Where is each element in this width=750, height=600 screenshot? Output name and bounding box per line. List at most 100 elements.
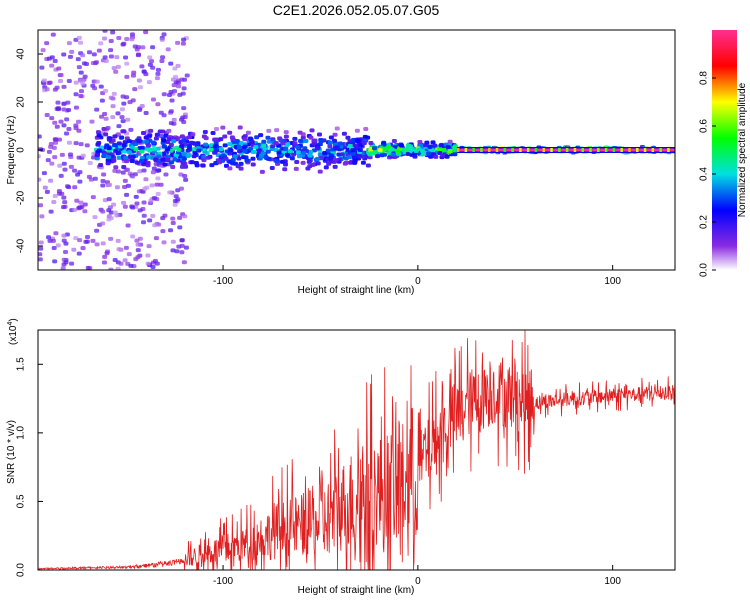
- spectrogram-cell: [339, 152, 345, 157]
- spectrogram-cell: [102, 30, 108, 33]
- spectrogram-cell: [90, 238, 96, 243]
- spectrogram-ytick-label: -20: [16, 190, 27, 205]
- colorbar-tick-label: 0.6: [699, 119, 710, 133]
- spectrogram-cell: [432, 143, 438, 148]
- spectrogram-cell: [348, 160, 354, 165]
- spectrogram-cell: [103, 88, 109, 93]
- spectrogram-cell: [122, 178, 128, 183]
- spectrogram-cell: [139, 145, 145, 150]
- spectrogram-cell: [464, 148, 468, 152]
- spectrogram-cell: [168, 109, 174, 114]
- spectrogram-cell: [519, 148, 522, 152]
- spectrogram-cell: [84, 143, 90, 148]
- spectrogram-cell: [106, 146, 112, 151]
- spectrogram-cell: [315, 161, 321, 166]
- spectrogram-cell: [66, 140, 72, 145]
- spectrogram-cell: [282, 159, 288, 164]
- spectrogram-cell: [181, 138, 187, 143]
- spectrogram-cell: [108, 95, 114, 100]
- spectrogram-cell: [651, 148, 655, 152]
- spectrogram-cell: [139, 103, 145, 108]
- spectrogram-cell: [66, 185, 72, 190]
- spectrogram-cell: [227, 142, 233, 147]
- spectrogram-cell: [316, 132, 322, 137]
- spectrogram-cell: [110, 30, 116, 35]
- spectrogram-cell: [168, 61, 174, 66]
- spectrogram-cell: [273, 158, 279, 163]
- spectrogram-cell: [158, 133, 164, 138]
- spectrogram-cell: [80, 245, 86, 250]
- spectrogram-cell: [171, 117, 177, 122]
- spectrogram-cell: [132, 44, 138, 49]
- spectrogram-cell: [73, 105, 79, 110]
- spectrogram-cell: [172, 66, 178, 71]
- spectrogram-cell: [121, 129, 127, 134]
- spectrogram-cell: [222, 134, 228, 139]
- spectrogram-cell: [125, 117, 131, 122]
- spectrogram-cell: [190, 132, 196, 137]
- spectrogram-cell: [390, 152, 396, 157]
- spectrogram-cell: [351, 137, 357, 142]
- spectrogram-cell: [130, 98, 136, 103]
- spectrogram-cell: [61, 123, 67, 128]
- spectrogram-cell: [119, 115, 125, 120]
- spectrogram-cell: [73, 92, 79, 97]
- spectrogram-cell: [141, 168, 147, 173]
- spectrogram-cell: [108, 38, 114, 43]
- spectrogram-cell: [150, 65, 156, 70]
- spectrogram-cell: [74, 198, 80, 203]
- spectrogram-cell: [92, 176, 98, 181]
- spectrogram-cell: [116, 141, 122, 146]
- spectrogram-cell: [63, 241, 69, 246]
- spectrogram-cell: [100, 209, 106, 214]
- spectrogram-cell: [149, 183, 155, 188]
- spectrogram-cell: [369, 151, 375, 156]
- spectrogram-cell: [47, 80, 53, 85]
- spectrogram-cell: [49, 116, 55, 121]
- spectrogram-cell: [275, 161, 281, 166]
- spectrogram-cell: [175, 40, 181, 45]
- spectrogram-cell: [124, 74, 130, 79]
- spectrogram-cell: [179, 143, 185, 148]
- spectrogram-cell: [487, 148, 491, 152]
- spectrogram-cell: [98, 41, 104, 46]
- spectrogram-cell: [56, 189, 62, 194]
- spectrogram-cell: [98, 84, 104, 89]
- spectrogram-cell: [350, 151, 356, 156]
- spectrogram-cell: [133, 257, 139, 262]
- spectrogram-cell: [213, 137, 219, 142]
- spectrogram-cell: [58, 79, 64, 84]
- spectrogram-cell: [122, 185, 128, 190]
- spectrogram-cell: [160, 129, 166, 134]
- spectrogram-cell: [66, 78, 72, 83]
- spectrogram-cell: [172, 157, 178, 162]
- spectrogram-cell: [78, 142, 84, 147]
- spectrogram-cell: [111, 202, 117, 207]
- spectrogram-cell: [315, 146, 321, 151]
- spectrogram-cell: [260, 151, 266, 156]
- snr-ytick-label: 1.5: [16, 357, 27, 371]
- spectrogram-cell: [80, 53, 86, 58]
- spectrogram-cell: [63, 249, 69, 254]
- spectrogram-cell: [116, 36, 122, 41]
- spectrogram-cell: [201, 155, 207, 160]
- spectrogram-cell: [83, 62, 89, 67]
- spectrogram-cell: [38, 252, 43, 257]
- spectrogram-cell: [143, 135, 149, 140]
- spectrogram-cell: [137, 169, 143, 174]
- spectrogram-cell: [243, 155, 249, 160]
- spectrogram-cell: [141, 213, 147, 218]
- spectrogram-cell: [67, 54, 73, 59]
- spectrogram-cell: [61, 101, 67, 106]
- spectrogram-cell: [150, 213, 156, 218]
- spectrogram-cell: [297, 130, 303, 135]
- spectrogram-cell: [64, 117, 70, 122]
- spectrogram-cell: [261, 139, 267, 144]
- spectrogram-cell: [161, 92, 167, 97]
- spectrogram-cell: [95, 130, 101, 135]
- spectrogram-cell: [115, 64, 121, 69]
- spectrogram-cell: [133, 147, 139, 152]
- spectrogram-ytick-label: 0: [16, 147, 27, 153]
- colorbar-gradient: [712, 30, 737, 270]
- spectrogram-cell: [343, 160, 349, 165]
